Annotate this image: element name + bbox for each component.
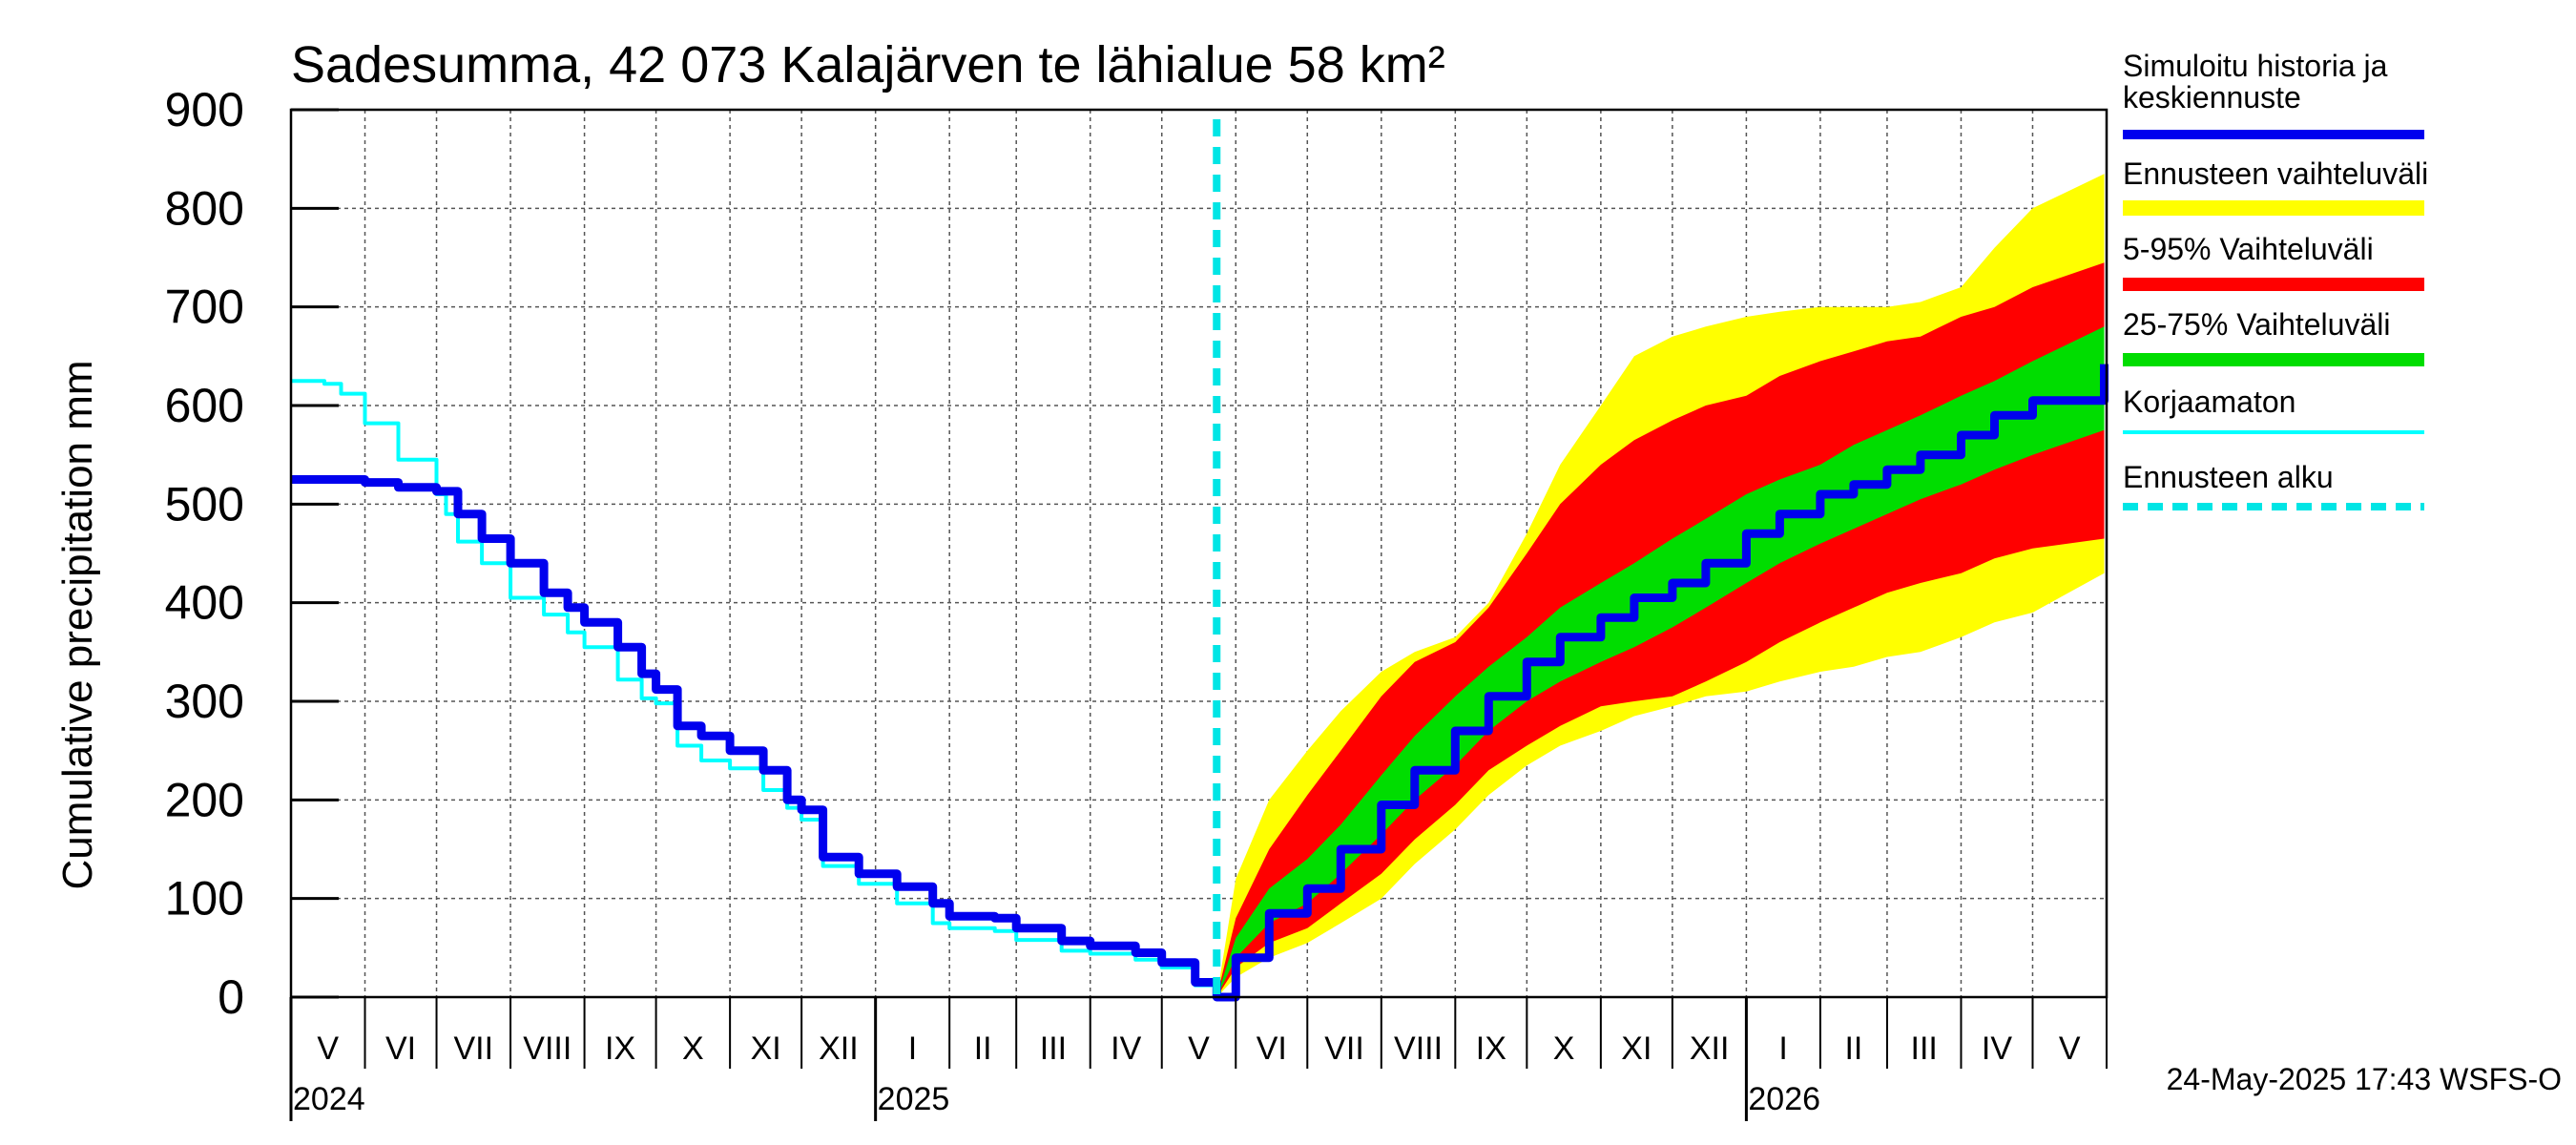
y-tick-label-700: 700 xyxy=(165,281,244,334)
month-label-18: XI xyxy=(1621,1030,1652,1067)
legend-label-1: Ennusteen vaihteluväli xyxy=(2123,156,2428,191)
legend-label-5: Ennusteen alku xyxy=(2123,460,2334,494)
month-label-23: IV xyxy=(1982,1030,2012,1067)
y-tick-label-100: 100 xyxy=(165,872,244,926)
series-uncorrected xyxy=(291,379,1219,989)
band-p25-p75 xyxy=(1216,326,2105,997)
month-label-11: IV xyxy=(1111,1030,1141,1067)
month-label-9: II xyxy=(974,1030,992,1067)
month-label-14: VII xyxy=(1324,1030,1364,1067)
month-label-6: XI xyxy=(751,1030,781,1067)
legend-label-4: Korjaamaton xyxy=(2123,385,2296,419)
y-tick-label-400: 400 xyxy=(165,576,244,630)
month-label-2: VII xyxy=(454,1030,494,1067)
y-axis-label: Cumulative precipitation mm xyxy=(54,360,101,889)
month-label-21: II xyxy=(1844,1030,1862,1067)
plot-border xyxy=(289,108,2109,999)
footer-timestamp: 24-May-2025 17:43 WSFS-O xyxy=(2167,1062,2562,1096)
y-tick-label-200: 200 xyxy=(165,773,244,826)
month-label-3: VIII xyxy=(523,1030,571,1067)
month-label-22: III xyxy=(1911,1030,1938,1067)
month-label-13: VI xyxy=(1257,1030,1287,1067)
month-label-4: IX xyxy=(605,1030,635,1067)
y-tick-label-500: 500 xyxy=(165,477,244,531)
year-label-2026: 2026 xyxy=(1748,1081,1820,1117)
series-simulated xyxy=(291,364,2109,1002)
y-tick-label-900: 900 xyxy=(165,83,244,136)
month-label-7: XII xyxy=(819,1030,859,1067)
forecast-bands xyxy=(1216,174,2105,997)
month-label-12: V xyxy=(1188,1030,1210,1067)
month-label-16: IX xyxy=(1476,1030,1506,1067)
month-label-15: VIII xyxy=(1394,1030,1443,1067)
month-label-20: I xyxy=(1778,1030,1787,1067)
series-lines xyxy=(291,364,2109,1002)
y-axis-ticks: 0 100 200 300 400 500 600 700 800 900 xyxy=(165,83,339,1024)
month-label-10: III xyxy=(1040,1030,1067,1067)
chart-title: Sadesumma, 42 073 Kalajärven te lähialue… xyxy=(291,36,1445,94)
month-label-5: X xyxy=(682,1030,704,1067)
month-label-24: V xyxy=(2059,1030,2081,1067)
legend-label-0-0: Simuloitu historia ja xyxy=(2123,49,2388,83)
x-axis: V VI VII VIII IX X XI XII I II III IV V VI VII VIII IX X X… xyxy=(289,997,2081,1121)
year-label-2024: 2024 xyxy=(293,1081,365,1117)
month-label-17: X xyxy=(1553,1030,1575,1067)
legend-label-0-1: keskiennuste xyxy=(2123,80,2301,114)
legend-label-3: 25-75% Vaihteluväli xyxy=(2123,307,2390,342)
y-tick-label-800: 800 xyxy=(165,181,244,235)
month-label-19: XII xyxy=(1690,1030,1730,1067)
month-label-0: V xyxy=(317,1030,339,1067)
legend-label-2: 5-95% Vaihteluväli xyxy=(2123,232,2374,266)
y-tick-label-0: 0 xyxy=(218,970,244,1024)
y-tick-label-300: 300 xyxy=(165,675,244,728)
year-label-2025: 2025 xyxy=(878,1081,950,1117)
month-label-1: VI xyxy=(385,1030,416,1067)
month-label-8: I xyxy=(908,1030,917,1067)
y-tick-label-600: 600 xyxy=(165,379,244,432)
